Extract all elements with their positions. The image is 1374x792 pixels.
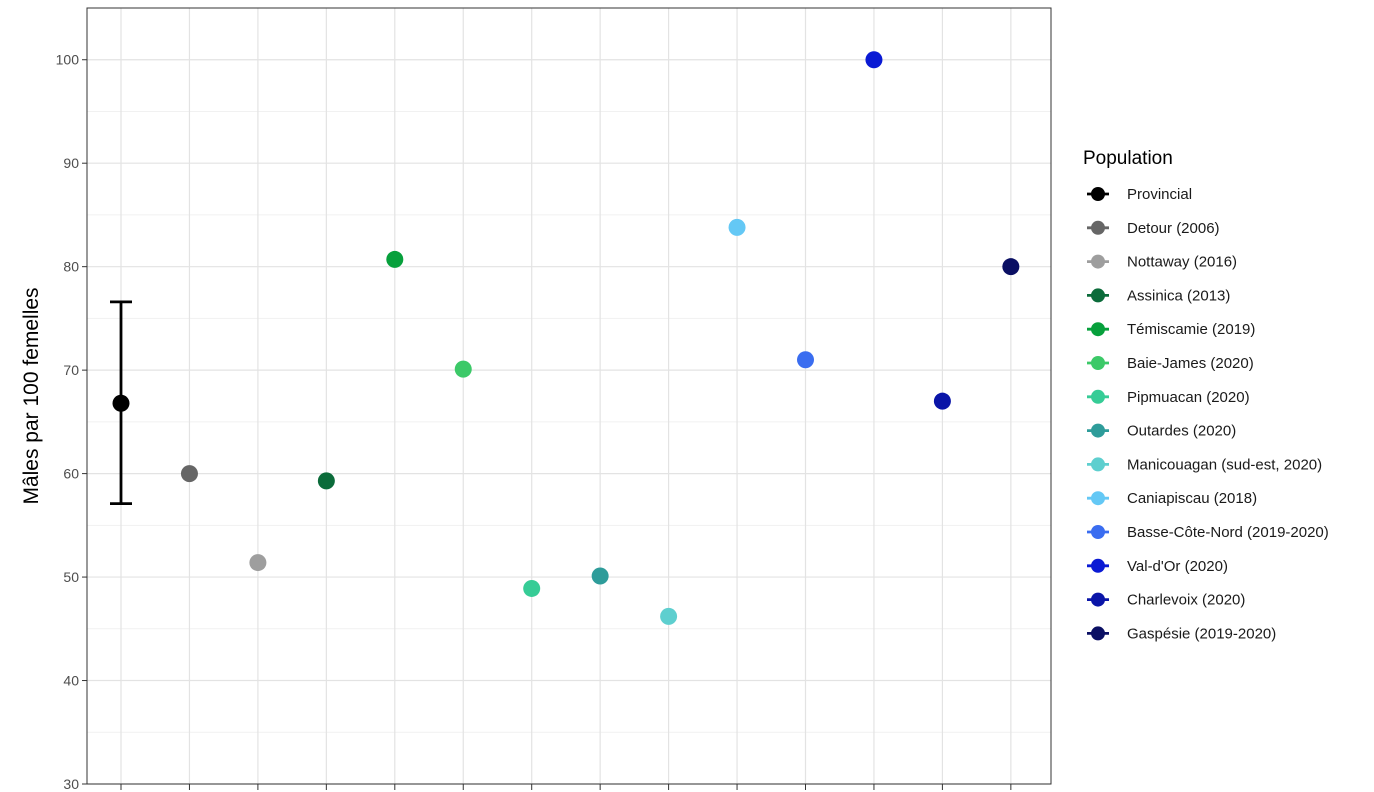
legend-item: Provincial	[1087, 186, 1192, 203]
legend-label: Detour (2006)	[1127, 220, 1220, 237]
data-point	[386, 250, 404, 268]
y-tick-label: 50	[63, 569, 79, 585]
legend-item: Témiscamie (2019)	[1087, 321, 1255, 338]
legend-item: Detour (2006)	[1087, 220, 1220, 237]
legend-label: Assinica (2013)	[1127, 287, 1230, 304]
data-point	[865, 51, 883, 69]
legend-item: Nottaway (2016)	[1087, 254, 1237, 271]
legend-key-point	[1091, 423, 1105, 438]
legend-label: Outardes (2020)	[1127, 423, 1236, 440]
data-point	[1002, 258, 1020, 276]
legend-label: Charlevoix (2020)	[1127, 592, 1245, 609]
legend-label: Nottaway (2016)	[1127, 254, 1237, 271]
data-point	[591, 567, 609, 585]
legend: Population Provincial Detour (2006) Nottaw…	[1083, 148, 1329, 642]
y-tick-label: 40	[63, 673, 79, 689]
data-point	[660, 607, 678, 625]
y-axis-title: Mâles par 100 femelles	[20, 287, 43, 504]
legend-key-point	[1091, 491, 1105, 506]
legend-key-point	[1091, 322, 1105, 337]
legend-item: Val-d'Or (2020)	[1087, 558, 1228, 575]
legend-label: Provincial	[1127, 186, 1192, 203]
legend-key-point	[1091, 558, 1105, 573]
legend-title: Population	[1083, 148, 1173, 169]
data-point	[933, 392, 951, 410]
data-point	[180, 465, 198, 483]
legend-label: Caniapiscau (2018)	[1127, 490, 1257, 507]
y-tick-label: 60	[63, 466, 79, 482]
legend-item: Basse-Côte-Nord (2019-2020)	[1087, 524, 1329, 541]
legend-label: Basse-Côte-Nord (2019-2020)	[1127, 524, 1329, 541]
data-point	[317, 472, 335, 490]
legend-item: Manicouagan (sud-est, 2020)	[1087, 456, 1322, 473]
legend-item: Caniapiscau (2018)	[1087, 490, 1257, 507]
legend-item: Charlevoix (2020)	[1087, 592, 1245, 609]
grid	[87, 8, 1051, 785]
y-tick-label: 90	[63, 155, 79, 171]
axes: 30 40 50 60 70 80 90 100	[56, 52, 1012, 792]
data-point	[454, 360, 472, 378]
legend-item: Baie-James (2020)	[1087, 355, 1254, 372]
data-marks	[110, 51, 1020, 625]
data-point	[112, 394, 130, 412]
legend-item: Pipmuacan (2020)	[1087, 389, 1250, 406]
legend-key-point	[1091, 457, 1105, 472]
legend-key-point	[1091, 592, 1105, 607]
legend-key-point	[1091, 254, 1105, 269]
y-tick-label: 70	[63, 362, 79, 378]
legend-key-point	[1091, 288, 1105, 303]
legend-key-point	[1091, 220, 1105, 235]
data-point	[728, 218, 746, 236]
legend-label: Gaspésie (2019-2020)	[1127, 625, 1276, 642]
legend-label: Baie-James (2020)	[1127, 355, 1254, 372]
y-tick-label: 80	[63, 259, 79, 275]
legend-key-point	[1091, 187, 1105, 201]
legend-item: Gaspésie (2019-2020)	[1087, 625, 1276, 642]
y-tick-label: 30	[63, 776, 79, 792]
legend-key-point	[1091, 389, 1105, 404]
plot-panel-border	[86, 7, 1052, 785]
legend-item: Outardes (2020)	[1087, 423, 1236, 440]
data-point	[797, 351, 814, 369]
legend-key-point	[1091, 626, 1105, 641]
legend-label: Val-d'Or (2020)	[1127, 558, 1228, 575]
data-point	[523, 579, 541, 597]
legend-key-point	[1091, 525, 1105, 539]
legend-label: Manicouagan (sud-est, 2020)	[1127, 456, 1322, 473]
legend-label: Pipmuacan (2020)	[1127, 389, 1250, 406]
y-tick-label: 100	[56, 52, 80, 68]
legend-key-point	[1091, 356, 1105, 370]
legend-item: Assinica (2013)	[1087, 287, 1230, 304]
data-point	[249, 554, 267, 572]
legend-label: Témiscamie (2019)	[1127, 321, 1255, 338]
